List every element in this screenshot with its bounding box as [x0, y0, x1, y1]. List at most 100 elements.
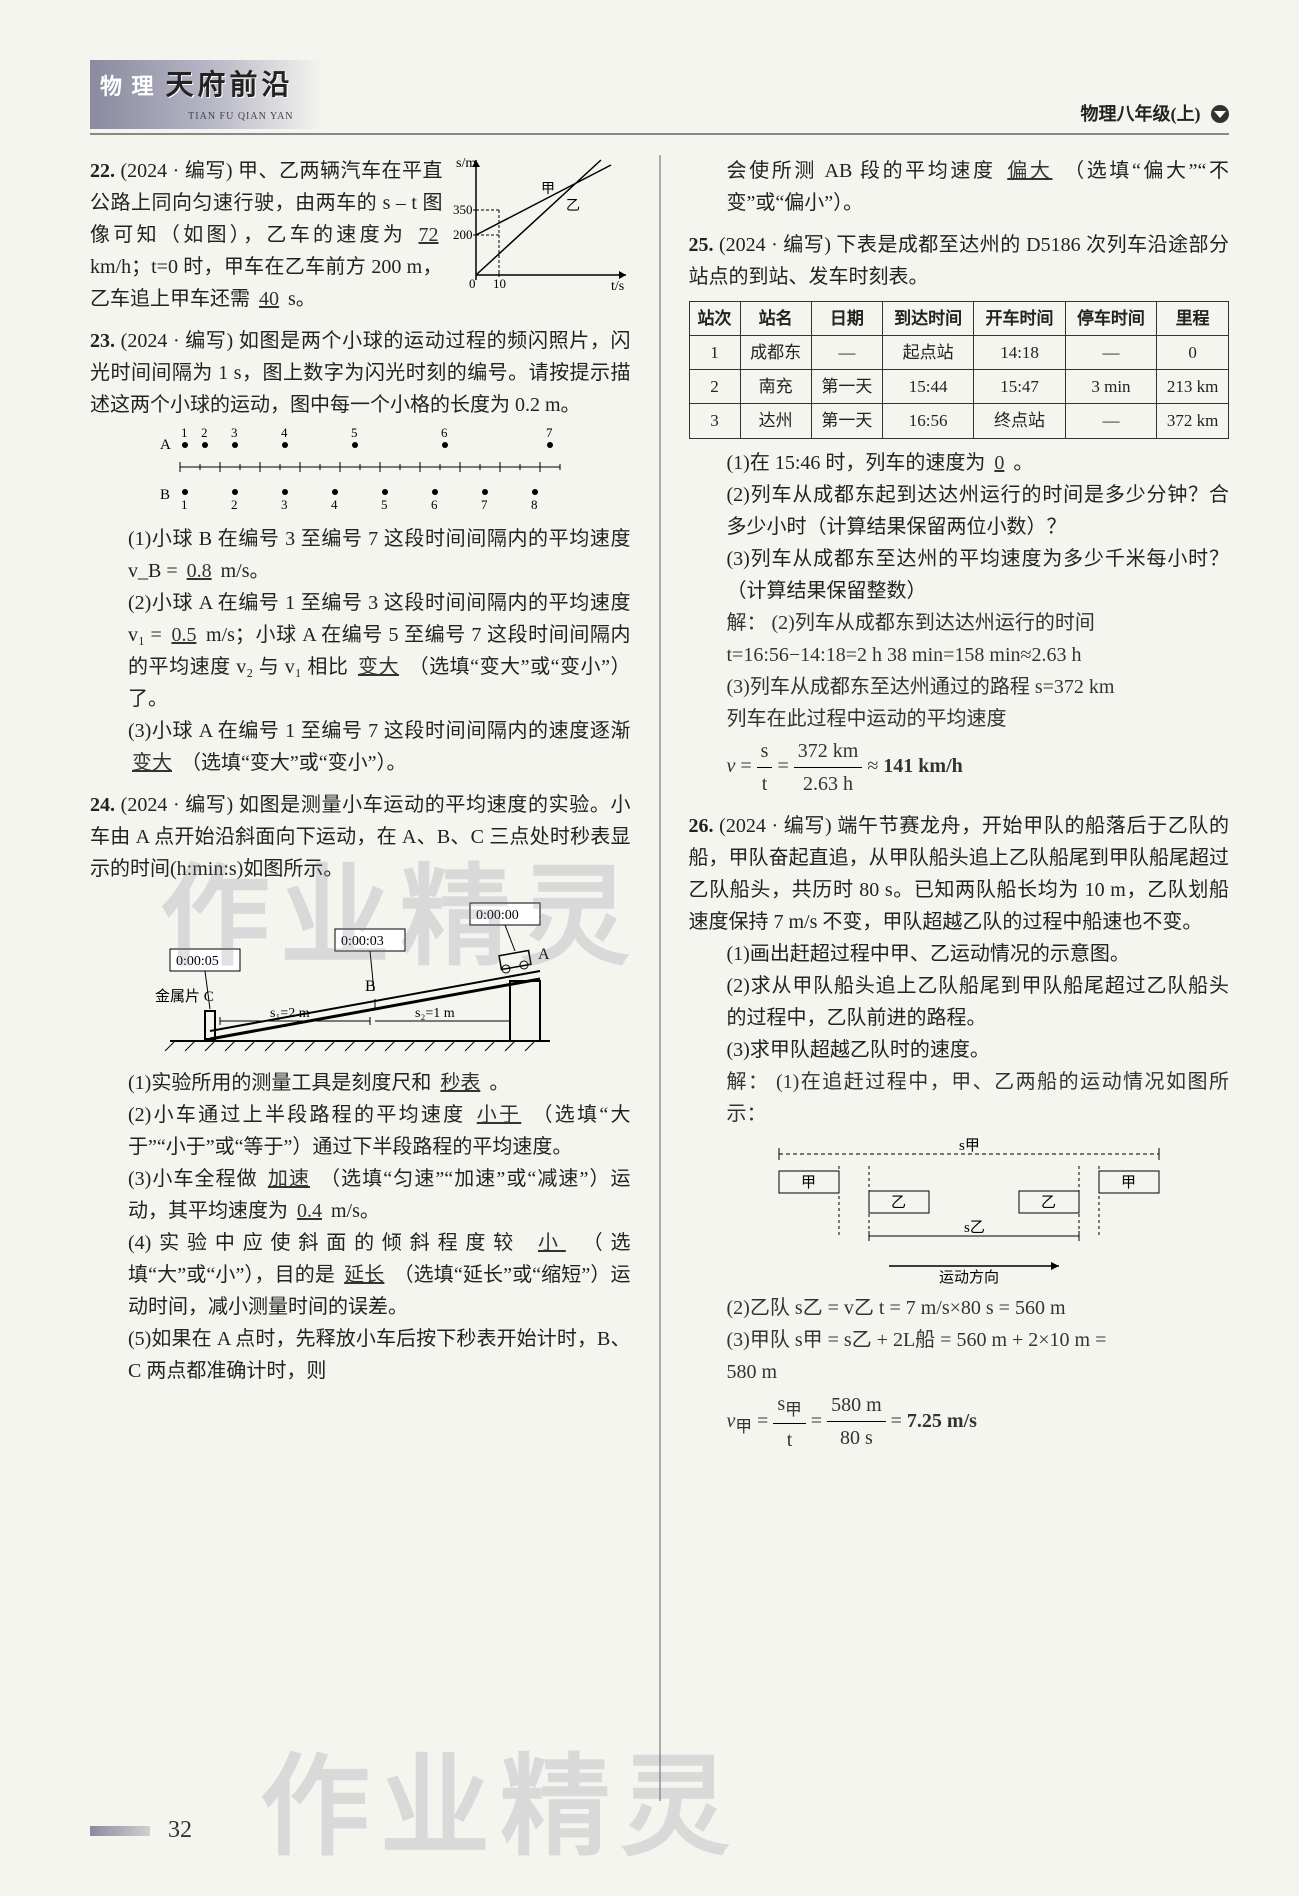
q25-p2: (2)列车从成都东起到达达州运行的时间是多少分钟？合多少小时（计算结果保留两位小…: [689, 479, 1230, 543]
q22-unit2: s。: [288, 288, 316, 310]
svg-text:3: 3: [231, 427, 238, 440]
svg-text:350: 350: [453, 202, 473, 217]
q23-p3-ans: 变大: [128, 752, 176, 774]
q26-sol3c: v甲 = s甲 t = 580 m 80 s = 7.25 m/s: [689, 1388, 1230, 1457]
q23-p3: (3)小球 A 在编号 1 至编号 7 这段时间间隔内的速度逐渐 变大 （选填“…: [90, 715, 631, 779]
q23-p1: (1)小球 B 在编号 3 至编号 7 这段时间间隔内的平均速度 v_B = 0…: [90, 523, 631, 587]
q26-sol3b: 580 m: [689, 1356, 1230, 1388]
table-cell: 3 min: [1065, 370, 1156, 404]
q22-graph: s/m t/s 0 10 200 350: [451, 155, 631, 295]
title-pinyin: TIAN FU QIAN YAN: [188, 109, 293, 125]
q22-src: (2024 · 编写): [121, 160, 233, 182]
q24-p4-ans: 小: [534, 1232, 570, 1254]
svg-text:甲: 甲: [541, 182, 555, 197]
q23-p1-ans: 0.8: [183, 560, 216, 582]
svg-text:7: 7: [546, 427, 553, 440]
q24-p4-ans2: 延长: [340, 1264, 388, 1286]
q25-p1: (1)在 15:46 时，列车的速度为 0 。: [689, 447, 1230, 479]
page-number-value: 32: [168, 1817, 192, 1843]
q26-sol2: (2)乙队 s乙 = v乙 t = 7 m/s×80 s = 560 m: [689, 1292, 1230, 1324]
svg-text:200: 200: [453, 227, 473, 242]
q26-sol-label: 解：: [727, 1071, 770, 1093]
q26-sol1: 解： (1)在追赶过程中，甲、乙两船的运动情况如图所示：: [689, 1066, 1230, 1130]
table-header-cell: 站次: [689, 301, 740, 335]
table-cell: 16:56: [882, 404, 973, 438]
svg-text:乙: 乙: [566, 198, 580, 214]
table-row: 3达州第一天16:56终点站—372 km: [689, 404, 1229, 438]
svg-text:4: 4: [281, 427, 288, 440]
table-header-cell: 日期: [811, 301, 882, 335]
table-row: 2南充第一天15:4415:473 min213 km: [689, 370, 1229, 404]
q26-num: 26.: [689, 815, 714, 837]
q23-num: 23.: [90, 330, 115, 352]
svg-text:6: 6: [431, 497, 438, 512]
table-cell: 第一天: [811, 370, 882, 404]
header-right: 物理八年级(上): [1081, 100, 1230, 129]
svg-text:0:00:03: 0:00:03: [341, 934, 384, 949]
question-22: s/m t/s 0 10 200 350: [90, 155, 631, 315]
question-23: 23. (2024 · 编写) 如图是两个小球的运动过程的频闪照片，闪光时间间隔…: [90, 325, 631, 779]
q25-sol3c: v = s t = 372 km 2.63 h ≈ 141 km/h: [689, 735, 1230, 800]
svg-text:B: B: [160, 487, 170, 503]
q26-boat-diagram: s甲 甲 乙 乙 甲: [689, 1136, 1230, 1286]
svg-text:2: 2: [201, 427, 208, 440]
q24-p5-cont: 会使所测 AB 段的平均速度 偏大 （选填“偏大”“不变”或“偏小”）。: [689, 155, 1230, 219]
right-column: 会使所测 AB 段的平均速度 偏大 （选填“偏大”“不变”或“偏小”）。 25.…: [689, 155, 1230, 1801]
table-header-row: 站次站名日期到达时间开车时间停车时间里程: [689, 301, 1229, 335]
page-header: 物 理 天府前沿 TIAN FU QIAN YAN 物理八年级(上): [90, 60, 1229, 135]
svg-text:4: 4: [331, 497, 338, 512]
svg-text:1: 1: [181, 497, 188, 512]
svg-text:s甲: s甲: [959, 1138, 980, 1154]
svg-text:6: 6: [441, 427, 448, 440]
q24-p1-ans: 秒表: [436, 1072, 484, 1094]
pagenum-bar-icon: [90, 1826, 150, 1836]
table-header-cell: 停车时间: [1065, 301, 1156, 335]
question-25: 25. (2024 · 编写) 下表是成都至达州的 D5186 次列车沿途部分站…: [689, 229, 1230, 800]
svg-text:A: A: [160, 437, 171, 453]
table-cell: 0: [1157, 335, 1229, 369]
q24-p1-text: (1)实验所用的测量工具是刻度尺和: [128, 1072, 431, 1094]
table-cell: 终点站: [974, 404, 1065, 438]
svg-text:3: 3: [281, 497, 288, 512]
q24-src: (2024 · 编写): [121, 794, 234, 816]
q23-p1-unit: m/s。: [221, 560, 270, 582]
svg-text:s₁=2 m: s₁=2 m: [270, 1006, 310, 1021]
table-header-cell: 开车时间: [974, 301, 1065, 335]
table-cell: 372 km: [1157, 404, 1229, 438]
q24-p5-text: (5)如果在 A 点时，先释放小车后按下秒表开始计时，B、C 两点都准确计时，则: [128, 1328, 631, 1382]
svg-text:t/s: t/s: [611, 279, 624, 294]
q26-p3: (3)求甲队超越乙队时的速度。: [689, 1034, 1230, 1066]
subject-label: 物 理: [100, 69, 156, 104]
table-header-cell: 站名: [740, 301, 811, 335]
q25-p1-tail: 。: [1013, 452, 1033, 474]
q25-p3: (3)列车从成都东至达州的平均速度为多少千米每小时？（计算结果保留整数）: [689, 543, 1230, 607]
svg-text:0:00:05: 0:00:05: [176, 954, 219, 969]
q24-p5-cont-text: 会使所测 AB 段的平均速度: [727, 160, 996, 182]
svg-text:金属片 C: 金属片 C: [155, 988, 214, 1005]
q24-p3-ans: 加速: [264, 1168, 314, 1190]
q26-src: (2024 · 编写): [719, 815, 832, 837]
svg-text:乙: 乙: [1041, 1195, 1056, 1211]
svg-text:A: A: [538, 946, 550, 963]
table-header-cell: 到达时间: [882, 301, 973, 335]
q24-p5-ans: 偏大: [1003, 160, 1056, 182]
grade-label: 物理八年级(上): [1081, 104, 1201, 124]
train-timetable: 站次站名日期到达时间开车时间停车时间里程 1成都东—起点站14:18—02南充第…: [689, 301, 1230, 439]
table-cell: 达州: [740, 404, 811, 438]
q23-p2-ans: 0.5: [167, 624, 200, 646]
table-cell: —: [1065, 335, 1156, 369]
q24-p3: (3)小车全程做 加速 （选填“匀速”“加速”或“减速”）运动，其平均速度为 0…: [90, 1163, 631, 1227]
content-columns: s/m t/s 0 10 200 350: [90, 155, 1229, 1801]
table-row: 1成都东—起点站14:18—0: [689, 335, 1229, 369]
q24-p1-tail: 。: [489, 1072, 509, 1094]
svg-text:5: 5: [351, 427, 358, 440]
q23-p2: (2)小球 A 在编号 1 至编号 3 这段时间间隔内的平均速度 v₁ = 0.…: [90, 587, 631, 715]
q25-sol-label: 解：: [727, 612, 767, 634]
column-divider: [659, 155, 661, 1801]
table-cell: 15:44: [882, 370, 973, 404]
dropdown-icon: [1211, 105, 1229, 123]
svg-text:0:00:00: 0:00:00: [476, 908, 519, 923]
svg-text:8: 8: [531, 497, 538, 512]
q23-p3-text: (3)小球 A 在编号 1 至编号 7 这段时间间隔内的速度逐渐: [128, 720, 631, 742]
svg-text:甲: 甲: [801, 1175, 816, 1191]
